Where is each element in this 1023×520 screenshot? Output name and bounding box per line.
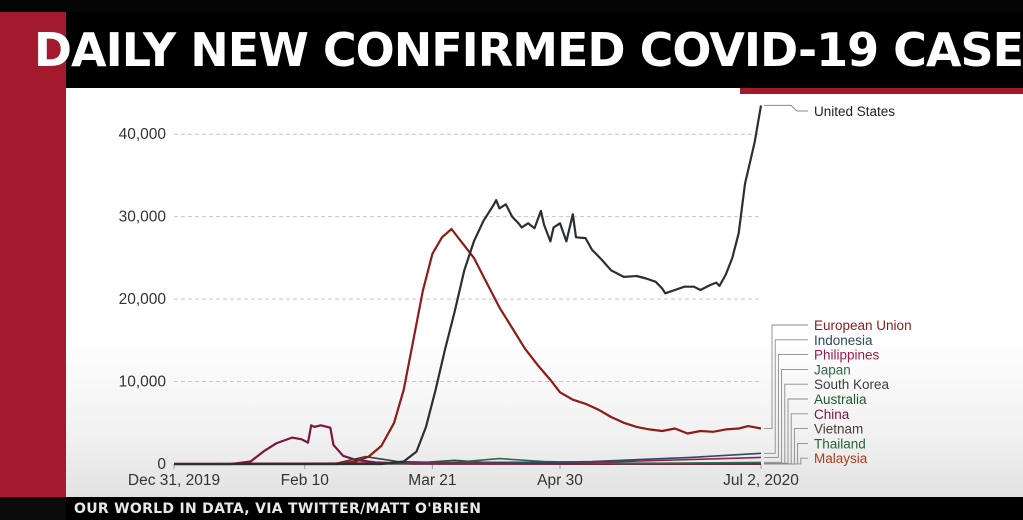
y-tick-label: 10,000 (119, 374, 167, 391)
legend-leader-malaysia (764, 457, 808, 465)
accent-stripe (740, 88, 1023, 94)
y-tick-label: 20,000 (119, 291, 167, 308)
source-banner: OUR WORLD IN DATA, VIA TWITTER/MATT O'BR… (66, 497, 1023, 520)
y-tick-label: 0 (157, 456, 166, 473)
x-tick-label: Feb 10 (281, 472, 330, 489)
page-title: DAILY NEW CONFIRMED COVID-19 CASES (33, 23, 1023, 77)
source-credit: OUR WORLD IN DATA, VIA TWITTER/MATT O'BR… (74, 500, 482, 517)
legend-leader-south-korea (764, 383, 808, 465)
y-tick-label: 40,000 (119, 126, 167, 143)
series-line-european-union (174, 227, 762, 466)
x-tick-label: Jul 2, 2020 (723, 472, 799, 489)
legend-leader-japan (764, 368, 808, 463)
legend-leader-vietnam (764, 428, 808, 465)
legend-label-philippines: Philippines (814, 348, 880, 363)
legend-label-european-union: European Union (814, 318, 912, 333)
x-tick-label: Mar 21 (408, 472, 456, 489)
x-tick-label: Apr 30 (537, 472, 583, 489)
legend-leader-philippines (764, 354, 808, 458)
line-chart: 0 10,000 20,000 30,000 40,000 Dec 31, 2019 Feb… (119, 104, 912, 489)
legend-label-south-korea: South Korea (814, 377, 890, 392)
legend-label-china: China (814, 407, 850, 422)
legend-label-vietnam: Vietnam (814, 422, 863, 437)
legend-label-malaysia: Malaysia (814, 451, 868, 466)
legend-label-indonesia: Indonesia (814, 333, 873, 348)
legend-label-japan: Japan (814, 362, 851, 377)
legend-leader-indonesia (764, 339, 808, 454)
legend-label-australia: Australia (814, 392, 867, 407)
legend-leader-china (764, 413, 808, 465)
top-band (0, 0, 1023, 12)
legend-leader-united-states (764, 104, 808, 112)
legend-leader-australia (764, 398, 808, 464)
series-line-united-states (174, 105, 763, 466)
legend-label-united-states: United States (814, 104, 895, 119)
chart-panel: 0 10,000 20,000 30,000 40,000 Dec 31, 2019 Feb… (66, 88, 1023, 497)
legend-label-thailand: Thailand (814, 436, 866, 451)
title-banner: DAILY NEW CONFIRMED COVID-19 CASES (34, 12, 1023, 88)
legend-leader-european-union (764, 324, 808, 429)
x-tick-label: Dec 31, 2019 (128, 472, 220, 489)
left-accent-bar (0, 12, 66, 497)
y-tick-label: 30,000 (119, 209, 167, 226)
